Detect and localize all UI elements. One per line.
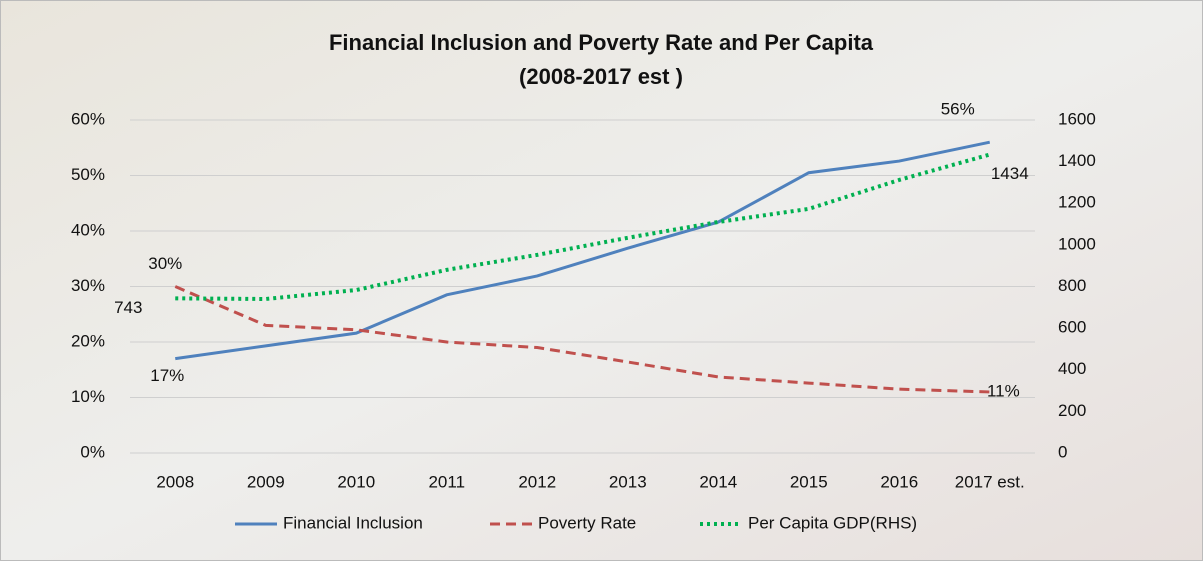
chart: Financial Inclusion and Poverty Rate and…	[0, 0, 1203, 561]
legend-label: Financial Inclusion	[283, 513, 423, 532]
x-tick-label: 2009	[247, 472, 285, 491]
data-label: 56%	[941, 100, 975, 119]
data-label: 11%	[987, 381, 1020, 400]
y2-tick-label: 1600	[1058, 109, 1096, 128]
y2-tick-label: 1200	[1058, 193, 1096, 212]
x-tick-label: 2012	[518, 472, 556, 491]
x-tick-label: 2010	[337, 472, 375, 491]
y-tick-label: 0%	[80, 442, 105, 461]
y2-tick-label: 800	[1058, 276, 1086, 295]
y2-tick-label: 1400	[1058, 151, 1096, 170]
y2-tick-label: 400	[1058, 359, 1086, 378]
y2-tick-label: 600	[1058, 318, 1086, 337]
legend-label: Per Capita GDP(RHS)	[748, 513, 917, 532]
chart-title: Financial Inclusion and Poverty Rate and…	[329, 30, 874, 55]
x-tick-label: 2013	[609, 472, 647, 491]
legend-label: Poverty Rate	[538, 513, 636, 532]
chart-subtitle: (2008-2017 est )	[519, 64, 683, 89]
x-tick-label: 2016	[880, 472, 918, 491]
x-tick-label: 2015	[790, 472, 828, 491]
x-tick-label: 2017 est.	[955, 472, 1025, 491]
data-label: 30%	[148, 254, 182, 273]
x-tick-label: 2008	[156, 472, 194, 491]
y-tick-label: 10%	[71, 387, 105, 406]
y-tick-label: 50%	[71, 165, 105, 184]
x-tick-label: 2014	[699, 472, 737, 491]
data-label: 743	[114, 298, 142, 317]
data-label: 1434	[991, 164, 1029, 183]
data-label: 17%	[150, 366, 184, 385]
x-tick-label: 2011	[428, 472, 465, 491]
y-tick-label: 60%	[71, 109, 105, 128]
y-tick-label: 20%	[71, 331, 105, 350]
y-tick-label: 40%	[71, 220, 105, 239]
y2-tick-label: 200	[1058, 401, 1086, 420]
y2-tick-label: 0	[1058, 442, 1067, 461]
y-tick-label: 30%	[71, 276, 105, 295]
y2-tick-label: 1000	[1058, 234, 1096, 253]
